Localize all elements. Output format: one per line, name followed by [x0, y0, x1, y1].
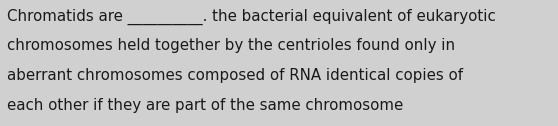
Text: aberrant chromosomes composed of RNA identical copies of: aberrant chromosomes composed of RNA ide… [7, 68, 463, 83]
Text: chromosomes held together by the centrioles found only in: chromosomes held together by the centrio… [7, 38, 455, 53]
Text: Chromatids are __________. the bacterial equivalent of eukaryotic: Chromatids are __________. the bacterial… [7, 9, 496, 25]
Text: each other if they are part of the same chromosome: each other if they are part of the same … [7, 98, 403, 113]
